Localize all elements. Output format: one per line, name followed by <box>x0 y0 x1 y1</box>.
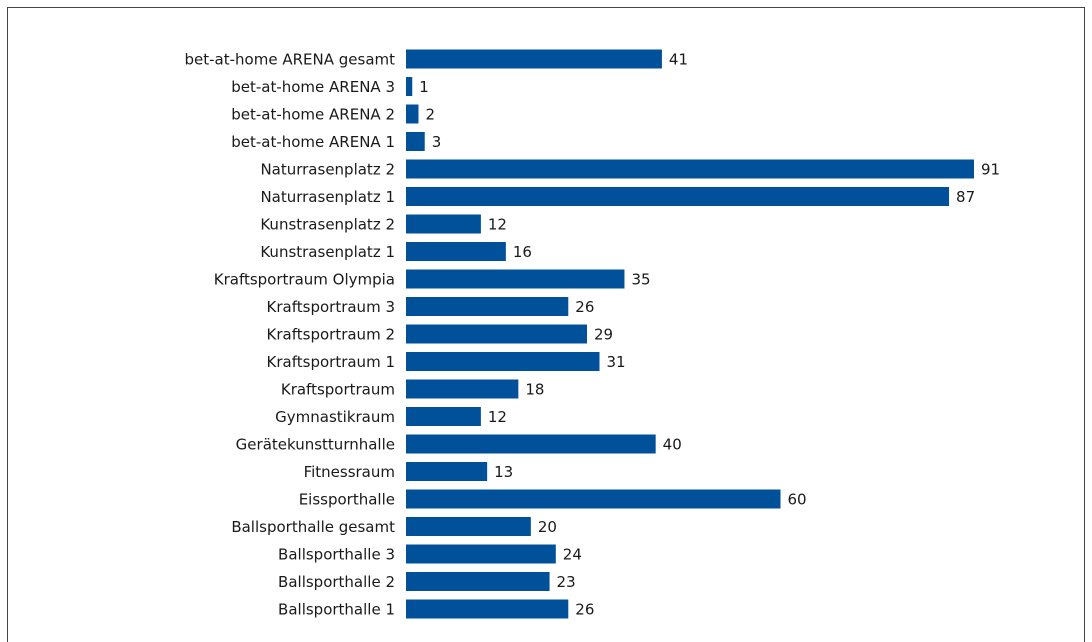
category-label: Kraftsportraum 1 <box>267 353 395 371</box>
category-label: Naturrasenplatz 1 <box>260 188 395 206</box>
bar <box>406 462 488 481</box>
bar <box>406 297 569 316</box>
bar <box>406 434 656 454</box>
value-label: 29 <box>594 326 613 344</box>
bar <box>406 379 519 399</box>
category-label: Naturrasenplatz 2 <box>260 161 395 179</box>
category-label: Gymnastikraum <box>275 408 395 426</box>
bar <box>406 132 425 151</box>
bar <box>406 489 781 509</box>
value-label: 12 <box>488 216 507 234</box>
value-label: 31 <box>606 353 625 371</box>
category-label: Fitnessraum <box>304 463 395 481</box>
category-label: bet-at-home ARENA gesamt <box>185 51 396 69</box>
bar <box>406 49 662 69</box>
category-label: Kunstrasenplatz 2 <box>260 216 395 234</box>
category-label: Ballsporthalle 3 <box>278 546 395 564</box>
bar <box>406 242 506 261</box>
frame <box>7 7 1085 642</box>
category-label: Kunstrasenplatz 1 <box>260 243 395 261</box>
value-label: 91 <box>981 161 1000 179</box>
bar <box>406 159 974 179</box>
bar <box>406 352 600 371</box>
value-label: 24 <box>563 546 582 564</box>
category-label: Ballsporthalle 1 <box>278 601 395 619</box>
value-label: 23 <box>557 573 576 591</box>
category-label: Kraftsportraum 2 <box>267 326 395 344</box>
value-label: 12 <box>488 408 507 426</box>
value-label: 60 <box>788 491 807 509</box>
category-label: bet-at-home ARENA 2 <box>231 106 395 124</box>
bar <box>406 214 481 234</box>
category-label: Kraftsportraum 3 <box>267 298 395 316</box>
value-label: 87 <box>956 188 975 206</box>
category-label: bet-at-home ARENA 1 <box>231 133 395 151</box>
bar <box>406 269 625 289</box>
bar <box>406 517 531 536</box>
category-label: Gerätekunstturnhalle <box>236 436 395 454</box>
bar <box>406 572 550 591</box>
bar <box>406 104 419 124</box>
value-label: 20 <box>538 518 557 536</box>
value-label: 35 <box>631 271 650 289</box>
bar <box>406 407 481 426</box>
bar <box>406 187 950 206</box>
value-label: 18 <box>525 381 544 399</box>
category-label: Eissporthalle <box>299 491 395 509</box>
value-label: 16 <box>513 243 532 261</box>
category-label: bet-at-home ARENA 3 <box>231 78 395 96</box>
bar <box>406 599 569 619</box>
value-label: 26 <box>575 601 594 619</box>
value-label: 41 <box>669 51 688 69</box>
category-label: Ballsporthalle 2 <box>278 573 395 591</box>
value-label: 26 <box>575 298 594 316</box>
bar <box>406 77 413 96</box>
bar <box>406 544 556 564</box>
bar <box>406 324 588 344</box>
value-label: 2 <box>425 106 435 124</box>
value-label: 13 <box>494 463 513 481</box>
category-label: Kraftsportraum Olympia <box>214 271 395 289</box>
category-label: Kraftsportraum <box>281 381 395 399</box>
value-label: 3 <box>432 133 442 151</box>
value-label: 1 <box>419 78 429 96</box>
value-label: 40 <box>663 436 682 454</box>
category-label: Ballsporthalle gesamt <box>231 518 395 536</box>
